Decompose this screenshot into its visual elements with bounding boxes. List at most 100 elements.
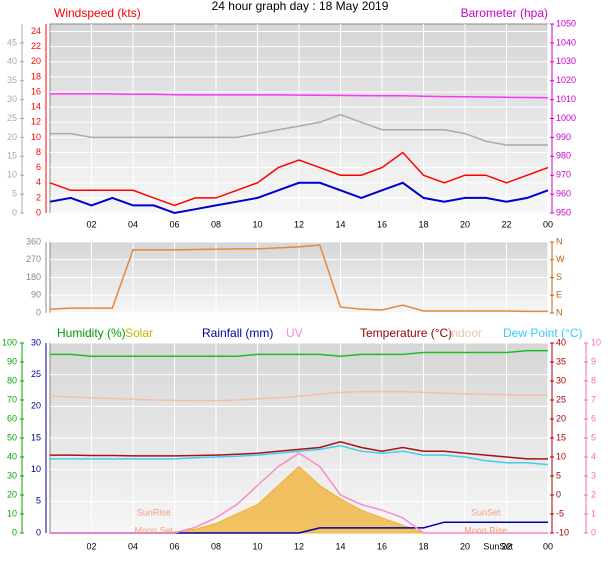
y-tick-label: N bbox=[556, 307, 563, 317]
y-tick-label: 30 bbox=[31, 337, 41, 347]
y-tick-label: 80 bbox=[7, 375, 17, 385]
y-tick-label: 6 bbox=[591, 413, 596, 423]
y-tick-label: 5 bbox=[591, 432, 596, 442]
series-line bbox=[49, 390, 548, 402]
y-tick-label: 40 bbox=[7, 451, 17, 461]
y-tick-label: 35 bbox=[556, 356, 566, 366]
y-tick-label: 15 bbox=[31, 432, 41, 442]
y-tick-label: 1030 bbox=[556, 56, 576, 66]
legend-entry: Rainfall (mm) bbox=[202, 326, 273, 340]
y-tick-label: 50 bbox=[7, 432, 17, 442]
x-tick-label: 08 bbox=[211, 541, 221, 551]
x-tick-label: 06 bbox=[169, 219, 179, 229]
y-tick-label: 20 bbox=[556, 413, 566, 423]
x-tick-label: 04 bbox=[128, 541, 138, 551]
axis-label: Windspeed (kts) bbox=[54, 6, 141, 20]
y-tick-label: 950 bbox=[556, 207, 571, 217]
y-tick-label: 20 bbox=[31, 401, 41, 411]
y-tick-label: 30 bbox=[7, 94, 17, 104]
y-tick-label: 5 bbox=[36, 496, 41, 506]
y-tick-label: 1040 bbox=[556, 37, 576, 47]
y-tick-label: 2 bbox=[36, 192, 41, 202]
y-tick-label: 5 bbox=[556, 470, 561, 480]
y-tick-label: 990 bbox=[556, 132, 571, 142]
y-tick-label: 0 bbox=[12, 527, 17, 537]
y-tick-label: 15 bbox=[7, 151, 17, 161]
y-tick-label: 15 bbox=[556, 432, 566, 442]
y-tick-label: 60 bbox=[7, 413, 17, 423]
y-tick-label: 3 bbox=[591, 470, 596, 480]
legend-entry: Indoor bbox=[448, 326, 482, 340]
y-tick-label: 35 bbox=[7, 75, 17, 85]
y-tick-label: 270 bbox=[26, 254, 41, 264]
x-tick-label: 16 bbox=[377, 541, 387, 551]
y-tick-label: 10 bbox=[591, 337, 601, 347]
legend-entry: Dew Point (°C) bbox=[503, 326, 582, 340]
y-tick-label: 25 bbox=[31, 369, 41, 379]
y-tick-label: 30 bbox=[556, 375, 566, 385]
y-tick-label: 4 bbox=[36, 177, 41, 187]
x-tick-label: 14 bbox=[335, 219, 345, 229]
x-tick-label: 12 bbox=[294, 219, 304, 229]
y-tick-label: 40 bbox=[7, 56, 17, 66]
series-line bbox=[49, 244, 548, 313]
y-tick-label: 45 bbox=[7, 37, 17, 47]
y-tick-label: 1 bbox=[591, 508, 596, 518]
series-line bbox=[50, 452, 548, 534]
y-tick-label: 22 bbox=[31, 41, 41, 51]
y-tick-label: 0 bbox=[36, 527, 41, 537]
y-tick-label: 10 bbox=[31, 464, 41, 474]
y-tick-label: 1000 bbox=[556, 113, 576, 123]
x-tick-label: 14 bbox=[335, 541, 345, 551]
y-tick-label: 24 bbox=[31, 26, 41, 36]
y-tick-label: 360 bbox=[26, 236, 41, 246]
y-tick-label: 980 bbox=[556, 151, 571, 161]
x-tick-label: 16 bbox=[377, 219, 387, 229]
y-tick-label: 70 bbox=[7, 394, 17, 404]
x-tick-label: 04 bbox=[128, 219, 138, 229]
y-tick-label: 25 bbox=[556, 394, 566, 404]
y-tick-label: 90 bbox=[31, 290, 41, 300]
axis-label: Barometer (hpa) bbox=[461, 6, 548, 20]
legend-entry: Solar bbox=[125, 326, 153, 340]
x-tick-label: 06 bbox=[169, 541, 179, 551]
x-tick-label: 02 bbox=[86, 219, 96, 229]
y-tick-label: 1010 bbox=[556, 94, 576, 104]
x-tick-label: 22 bbox=[501, 219, 511, 229]
y-tick-label: W bbox=[556, 254, 565, 264]
y-tick-label: 0 bbox=[556, 489, 561, 499]
x-tick-label: 00 bbox=[543, 219, 553, 229]
legend-entry: Temperature (°C) bbox=[360, 326, 452, 340]
chart-title: 24 hour graph day : 18 May 2019 bbox=[212, 0, 389, 13]
y-tick-label: 9 bbox=[591, 356, 596, 366]
annotation: SunSet bbox=[483, 541, 513, 551]
y-tick-label: S bbox=[556, 272, 562, 282]
y-tick-label: 10 bbox=[7, 508, 17, 518]
y-tick-label: 10 bbox=[556, 451, 566, 461]
y-tick-label: 970 bbox=[556, 170, 571, 180]
x-tick-label: 18 bbox=[418, 541, 428, 551]
series-line bbox=[50, 93, 549, 99]
y-tick-label: 10 bbox=[31, 132, 41, 142]
y-tick-label: E bbox=[556, 290, 562, 300]
x-tick-label: 08 bbox=[211, 219, 221, 229]
legend-entry: UV bbox=[286, 326, 303, 340]
y-tick-label: 6 bbox=[36, 162, 41, 172]
series-line bbox=[49, 181, 549, 215]
x-tick-label: 20 bbox=[460, 541, 470, 551]
y-tick-label: 7 bbox=[591, 394, 596, 404]
y-tick-label: N bbox=[556, 236, 563, 246]
annotation: SunSet bbox=[471, 507, 501, 517]
x-tick-label: 10 bbox=[252, 219, 262, 229]
annotation: Moon Set bbox=[134, 525, 173, 535]
x-tick-label: 18 bbox=[418, 219, 428, 229]
y-tick-label: 1020 bbox=[556, 75, 576, 85]
y-tick-label: 25 bbox=[7, 113, 17, 123]
y-tick-label: 0 bbox=[36, 207, 41, 217]
y-tick-label: 20 bbox=[31, 56, 41, 66]
y-tick-label: 8 bbox=[36, 147, 41, 157]
y-tick-label: 16 bbox=[31, 86, 41, 96]
y-tick-label: 14 bbox=[31, 102, 41, 112]
y-tick-label: 40 bbox=[556, 337, 566, 347]
